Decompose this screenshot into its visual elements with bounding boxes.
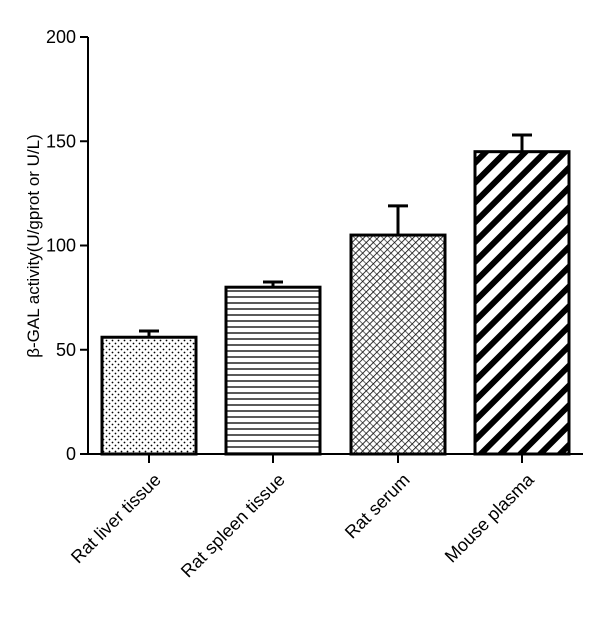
bar <box>349 233 447 456</box>
y-tick-label: 0 <box>66 444 76 464</box>
bar <box>100 335 198 456</box>
bars-group <box>100 150 571 456</box>
bar <box>224 285 322 456</box>
x-ticks-group: Rat liver tissue Rat spleen tissue Rat ser… <box>67 454 538 581</box>
y-tick-label: 150 <box>46 131 76 151</box>
x-category-label: Rat liver tissue <box>67 470 165 568</box>
bar <box>473 150 571 456</box>
x-category-label: Mouse plasma <box>441 469 539 567</box>
y-tick-label: 50 <box>56 340 76 360</box>
y-axis-title: β-GAL activity(U/gprot or U/L) <box>24 134 43 358</box>
y-tick-label: 100 <box>46 236 76 256</box>
y-tick-label: 200 <box>46 27 76 47</box>
error-bars-group <box>139 133 532 338</box>
x-category-label: Rat serum <box>341 470 414 543</box>
x-category-label: Rat spleen tissue <box>177 470 289 582</box>
y-ticks-group: 0 50 100 150 200 <box>46 27 88 464</box>
